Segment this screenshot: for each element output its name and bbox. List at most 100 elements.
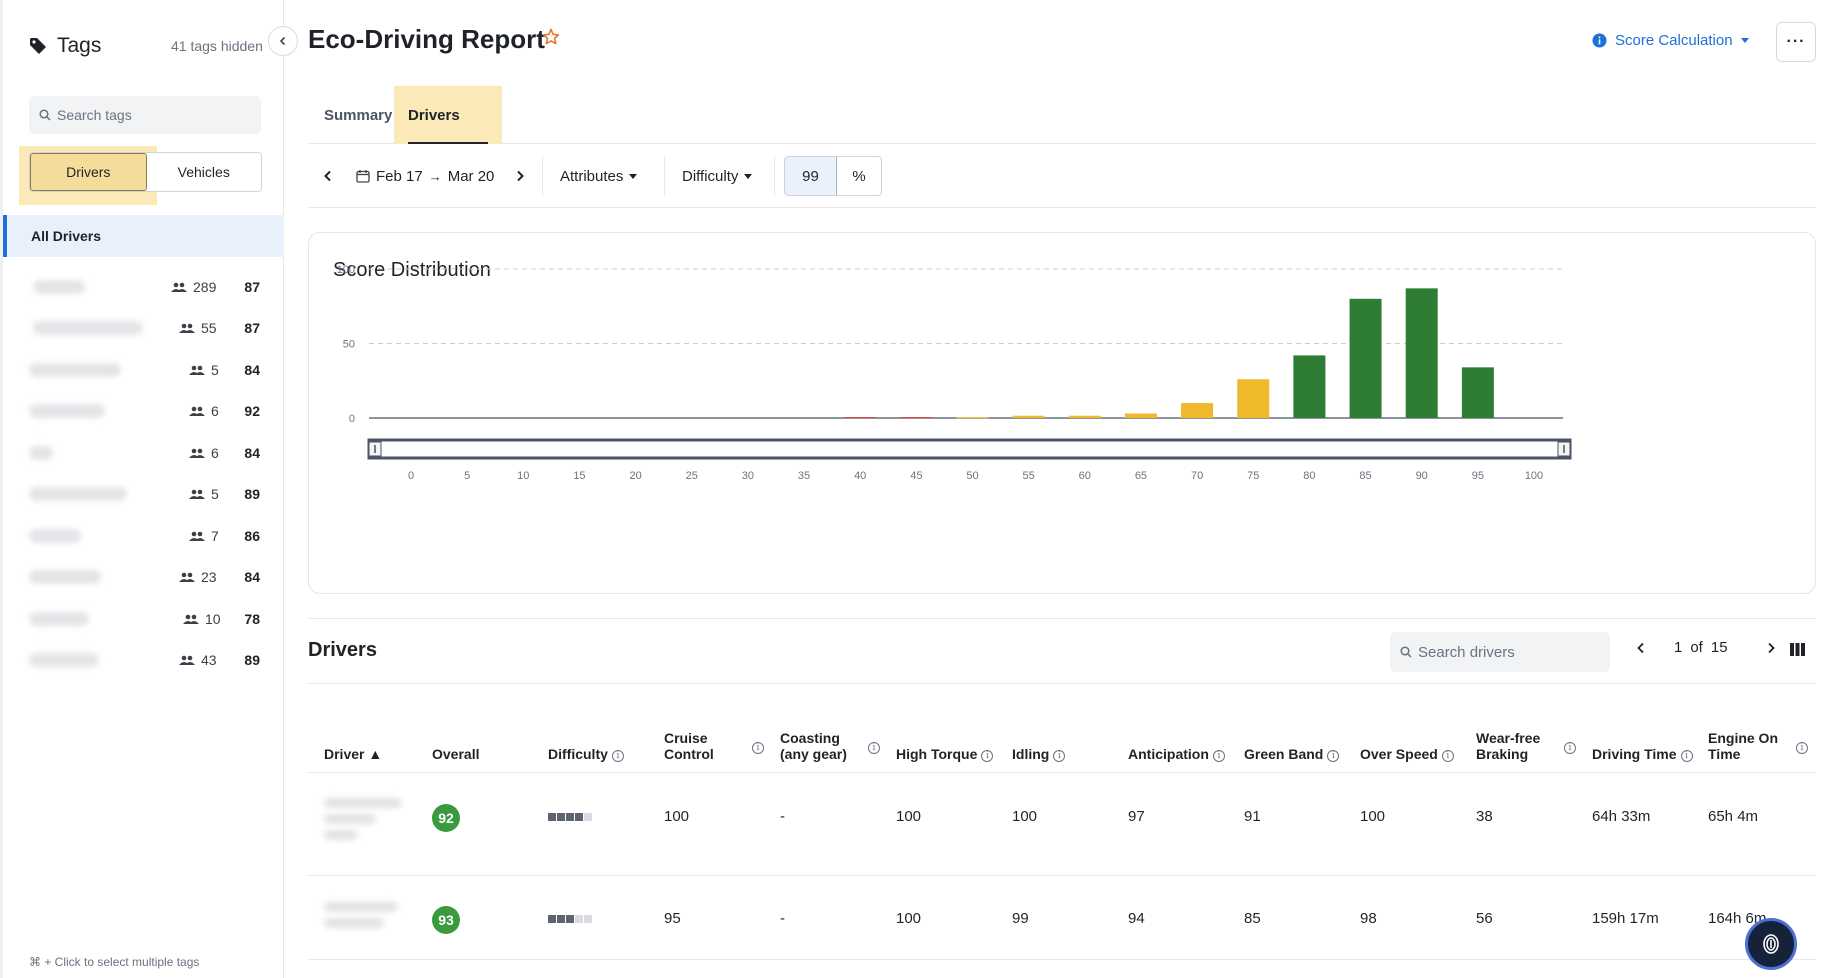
tag-count-value: 7 [211,527,219,544]
info-icon[interactable]: i [1212,750,1225,762]
column-over-speed[interactable]: Over Speed i [1360,746,1454,762]
info-icon[interactable]: i [981,750,994,762]
x-tick-label: 35 [798,470,810,482]
info-icon[interactable]: i [1053,750,1066,762]
chevron-right-icon [517,170,524,182]
column-cruise-control[interactable]: Cruise Control i [664,730,764,762]
cruise-control-value: 100 [664,808,690,825]
info-icon[interactable]: i [752,742,764,754]
difficulty-dropdown[interactable]: Difficulty [682,154,753,198]
multi-select-hint: ⌘ + Click to select multiple tags [29,955,200,969]
info-icon[interactable]: i [1327,750,1340,762]
chevron-right-icon [1767,642,1775,653]
engine-on-time-value: 65h 4m [1708,808,1759,825]
fingerprint-icon [1763,934,1779,954]
tag-score: 86 [244,527,260,544]
column-overall[interactable]: Overall [432,746,480,762]
y-tick-label: 0 [349,413,355,425]
column-driver[interactable]: Driver ▲ [324,746,383,762]
collapse-sidebar-button[interactable] [268,26,298,56]
column-driving-time[interactable]: Driving Time i [1592,746,1693,762]
info-icon[interactable]: i [1680,750,1693,762]
search-icon [1400,646,1412,658]
tag-score: 92 [244,403,260,420]
hidden-tags-count[interactable]: 41 tags hidden [171,38,263,54]
x-tick-label: 15 [573,470,585,482]
x-tick-label: 30 [742,470,754,482]
tag-row[interactable]: 7 86 [3,515,284,557]
drivers-section-header: Drivers 1 of 15 [308,618,1816,684]
column-engine-on-time-label: Engine On Time [1708,730,1778,762]
info-icon[interactable]: i [1441,750,1454,762]
search-icon [39,109,51,121]
percentile-value[interactable]: 99 [785,157,837,195]
sidebar-title: Tags [57,34,102,57]
drivers-table-header: Driver ▲ Overall Difficulty i Cruise Cont… [308,718,1816,773]
engine-on-time-value: 164h 6m [1708,910,1767,927]
column-difficulty-label: Difficulty [548,746,608,762]
tab-drivers[interactable]: Drivers [394,86,502,144]
percentile-input[interactable]: 99 % [784,156,882,196]
column-high-torque-label: High Torque [896,746,978,762]
x-tick-label: 25 [686,470,698,482]
date-range-picker[interactable]: Feb 17 → Mar 20 [356,154,494,198]
next-period-button[interactable] [510,154,530,198]
column-idling[interactable]: Idling i [1012,746,1066,762]
column-wear-free-braking[interactable]: Wear-free Braking i [1476,730,1576,762]
chevron-left-icon [1637,642,1644,653]
tag-row[interactable]: 6 92 [3,391,284,433]
tag-row[interactable]: 289 87 [3,266,284,308]
segment-vehicles[interactable]: Vehicles [177,164,230,180]
search-tags-field[interactable] [29,96,261,134]
tags-sidebar: Tags 41 tags hidden Drivers Vehicles All… [0,0,284,978]
tag-count-value: 55 [201,320,217,337]
x-tick-label: 70 [1191,470,1203,482]
caret-down-icon [744,173,753,179]
tag-name-redacted [33,321,143,336]
all-drivers-item[interactable]: All Drivers [3,215,284,257]
tag-row[interactable]: 23 84 [3,557,284,599]
search-drivers-field[interactable] [1390,632,1610,672]
favorite-star-icon[interactable] [542,28,560,51]
info-icon[interactable]: i [611,750,624,762]
people-icon [183,614,199,624]
x-tick-label: 80 [1303,470,1315,482]
tag-row[interactable]: 6 84 [3,432,284,474]
column-anticipation[interactable]: Anticipation i [1128,746,1225,762]
tag-row[interactable]: 43 89 [3,640,284,682]
assistant-fab-button[interactable] [1745,918,1797,970]
tag-list: 289 87 55 87 5 84 6 92 6 84 5 89 [3,266,284,681]
tag-row[interactable]: 5 89 [3,474,284,516]
prev-page-button[interactable] [1628,642,1654,654]
columns-icon[interactable] [1790,643,1805,661]
column-green-band[interactable]: Green Band i [1244,746,1340,762]
tag-row[interactable]: 10 78 [3,598,284,640]
info-icon[interactable]: i [868,742,880,754]
column-coasting[interactable]: Coasting (any gear) i [780,730,880,762]
more-options-button[interactable]: ··· [1776,22,1816,62]
histogram-bar [1237,379,1270,418]
tag-name-redacted [29,445,53,460]
driver-name-redacted [324,798,404,850]
tab-summary[interactable]: Summary [324,106,393,124]
next-page-button[interactable] [1758,642,1784,654]
table-row[interactable]: 92 100 - 100 100 97 91 100 38 64h 33m 65… [308,774,1816,876]
column-high-torque[interactable]: High Torque i [896,746,994,762]
score-calculation-dropdown[interactable]: Score Calculation [1592,32,1749,49]
column-difficulty[interactable]: Difficulty i [548,746,624,762]
search-tags-input[interactable] [57,107,247,123]
segment-drivers[interactable]: Drivers [30,153,147,191]
prev-period-button[interactable] [316,154,340,198]
tag-row[interactable]: 5 84 [3,349,284,391]
column-engine-on-time[interactable]: Engine On Time i [1708,730,1808,762]
table-row[interactable]: 93 95 - 100 99 94 85 98 56 159h 17m 164h… [308,876,1816,960]
tag-row[interactable]: 55 87 [3,308,284,350]
info-icon[interactable]: i [1796,742,1808,754]
search-drivers-input[interactable] [1418,643,1598,661]
histogram-bar [844,417,877,419]
info-icon[interactable]: i [1564,742,1576,754]
chart-title: Score Distribution [333,259,491,281]
attributes-dropdown[interactable]: Attributes [560,154,638,198]
tag-name-redacted [33,279,85,294]
histogram-bar [1181,403,1214,418]
